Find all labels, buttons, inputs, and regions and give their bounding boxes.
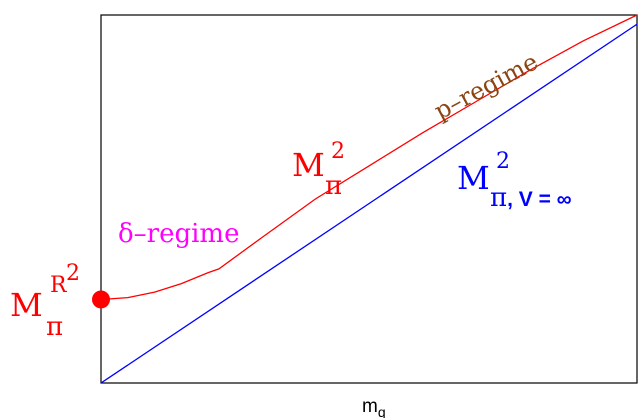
m-pi-r-sub: π [46, 312, 63, 342]
m-pi-infinite-volume-label: M 2 π, V = ∞ [457, 149, 572, 213]
m-pi-r-sup: R [50, 273, 68, 298]
m-pi-inf-sup: 2 [496, 149, 510, 174]
series-layer [92, 14, 638, 384]
m-pi-squared-sup: 2 [331, 139, 345, 164]
m-pi-inf-sub: π, V = ∞ [490, 183, 572, 213]
delta-regime-label: δ–regime [118, 219, 239, 249]
m-pi-r-base: M [10, 286, 43, 324]
x-axis-label-sub: q [378, 404, 386, 418]
pion-mass-curve-red [100, 14, 638, 301]
infinite-volume-line-blue [100, 23, 638, 384]
p-regime-label: p–regime [430, 48, 543, 126]
x-axis-label: mq [362, 396, 386, 418]
m-pi-squared-label: M 2 π [292, 139, 345, 201]
m-pi-r-sup2: 2 [66, 261, 80, 286]
m-pi-r-label: M R 2 π [10, 261, 80, 342]
finite-volume-mass-marker [92, 290, 110, 309]
m-pi-inf-base: M [457, 159, 490, 197]
m-pi-squared-base: M [292, 146, 325, 184]
plot-frame [100, 14, 638, 384]
m-pi-squared-sub: π [325, 171, 342, 201]
